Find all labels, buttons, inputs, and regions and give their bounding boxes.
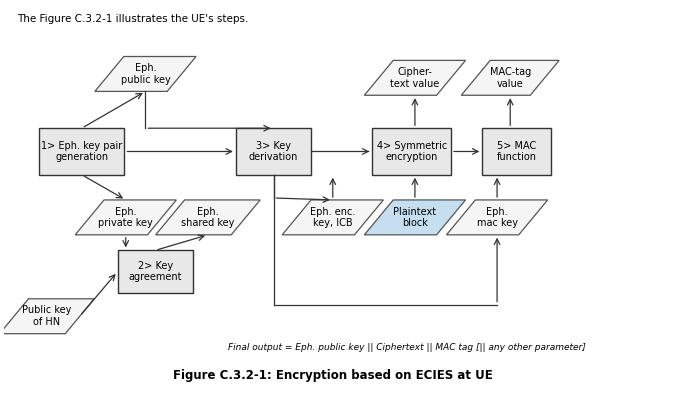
Text: 1> Eph. key pair
generation: 1> Eph. key pair generation	[41, 141, 123, 162]
Polygon shape	[0, 299, 94, 334]
Polygon shape	[364, 200, 466, 235]
Text: Plaintext
block: Plaintext block	[393, 207, 437, 228]
Text: Eph.
public key: Eph. public key	[121, 63, 171, 85]
Text: 2> Key
agreement: 2> Key agreement	[129, 261, 182, 282]
Text: Eph.
private key: Eph. private key	[98, 207, 153, 228]
Polygon shape	[364, 60, 466, 95]
Text: Final output = Eph. public key || Ciphertext || MAC tag [|| any other parameter]: Final output = Eph. public key || Cipher…	[227, 343, 586, 352]
Text: MAC-tag
value: MAC-tag value	[489, 67, 531, 89]
Text: The Figure C.3.2-1 illustrates the UE's steps.: The Figure C.3.2-1 illustrates the UE's …	[18, 14, 248, 24]
Polygon shape	[282, 200, 383, 235]
FancyBboxPatch shape	[482, 128, 551, 175]
Polygon shape	[95, 57, 196, 91]
Text: 3> Key
derivation: 3> Key derivation	[249, 141, 299, 162]
FancyBboxPatch shape	[39, 128, 125, 175]
Polygon shape	[461, 60, 559, 95]
FancyBboxPatch shape	[236, 128, 311, 175]
Text: Eph. enc.
key, ICB: Eph. enc. key, ICB	[310, 207, 355, 228]
Polygon shape	[446, 200, 548, 235]
Text: 4> Symmetric
encryption: 4> Symmetric encryption	[376, 141, 447, 162]
Text: Public key
of HN: Public key of HN	[22, 305, 72, 327]
Polygon shape	[75, 200, 176, 235]
Text: 5> MAC
function: 5> MAC function	[497, 141, 537, 162]
Text: Eph.
shared key: Eph. shared key	[181, 207, 235, 228]
FancyBboxPatch shape	[118, 250, 193, 293]
FancyBboxPatch shape	[372, 128, 451, 175]
Text: Figure C.3.2-1: Encryption based on ECIES at UE: Figure C.3.2-1: Encryption based on ECIE…	[173, 369, 493, 382]
Text: Eph.
mac key: Eph. mac key	[477, 207, 518, 228]
Polygon shape	[156, 200, 260, 235]
Text: Cipher-
text value: Cipher- text value	[391, 67, 439, 89]
